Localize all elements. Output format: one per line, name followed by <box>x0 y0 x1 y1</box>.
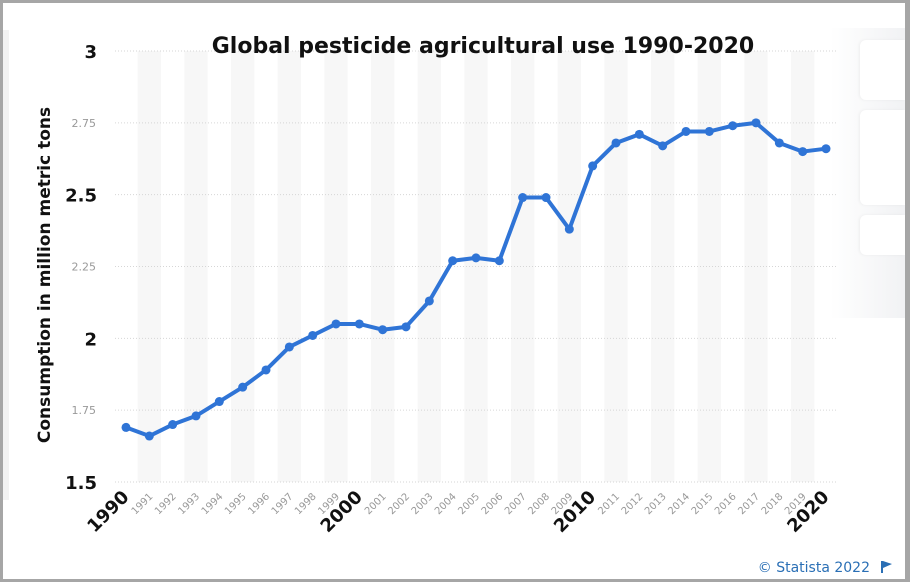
column-band <box>744 51 768 482</box>
column-band <box>324 51 348 482</box>
chart-title: Global pesticide agricultural use 1990-2… <box>212 34 754 59</box>
x-tick-label: 1993 <box>176 491 202 517</box>
column-band <box>231 51 255 482</box>
x-tick-label: 2018 <box>760 491 786 517</box>
x-tick-label: 1990 <box>83 487 133 537</box>
y-tick-label: 1.75 <box>72 404 97 417</box>
column-band <box>651 51 675 482</box>
y-tick-label: 1.5 <box>65 473 97 494</box>
data-point-1996[interactable] <box>261 365 271 375</box>
data-point-2015[interactable] <box>704 126 714 136</box>
data-point-2016[interactable] <box>728 121 738 131</box>
data-point-1990[interactable] <box>121 422 131 432</box>
data-point-2018[interactable] <box>774 138 784 148</box>
data-point-2013[interactable] <box>658 141 668 151</box>
data-point-1992[interactable] <box>168 420 178 430</box>
data-point-2003[interactable] <box>424 296 434 306</box>
flag-icon[interactable] <box>881 561 892 573</box>
data-point-2009[interactable] <box>564 224 574 234</box>
x-tick-label: 1997 <box>270 491 296 517</box>
data-point-2007[interactable] <box>518 193 528 203</box>
column-band <box>557 51 581 482</box>
data-point-1997[interactable] <box>284 342 294 352</box>
data-point-1991[interactable] <box>144 431 154 441</box>
y-tick-label: 3 <box>84 42 97 63</box>
x-tick-label: 1995 <box>223 491 249 517</box>
gridlines <box>115 50 838 483</box>
x-tick-label: 2014 <box>666 491 692 517</box>
sidebar-card <box>860 215 905 255</box>
data-point-2014[interactable] <box>681 126 691 136</box>
y-axis-label: Consumption in million metric tons <box>35 107 55 443</box>
data-point-2001[interactable] <box>378 325 388 335</box>
x-tick-label: 2016 <box>713 491 739 517</box>
data-point-2002[interactable] <box>401 322 411 332</box>
x-tick-label: 2013 <box>643 491 669 517</box>
data-point-1995[interactable] <box>238 382 248 392</box>
x-tick-label: 2006 <box>480 491 506 517</box>
column-band <box>417 51 441 482</box>
x-tick-label: 2008 <box>526 491 552 517</box>
data-point-2004[interactable] <box>448 256 458 266</box>
data-point-2020[interactable] <box>821 144 831 154</box>
left-edge-strip <box>3 30 9 500</box>
data-point-2012[interactable] <box>634 129 644 139</box>
data-point-2008[interactable] <box>541 193 551 203</box>
x-tick-label: 2001 <box>363 491 389 517</box>
y-tick-labels: 1.5 1.75 2 2.25 2.5 2.75 3 <box>65 42 97 494</box>
x-tick-label: 1994 <box>200 491 226 517</box>
data-point-1993[interactable] <box>191 411 201 421</box>
x-tick-label: 2007 <box>503 491 529 517</box>
statista-credit[interactable]: © Statista 2022 <box>757 560 870 576</box>
y-tick-label: 2 <box>84 329 97 350</box>
data-point-2000[interactable] <box>354 319 364 329</box>
x-tick-label: 2012 <box>620 491 646 517</box>
series-consumption <box>121 118 831 441</box>
sidebar-card <box>860 110 905 205</box>
y-tick-label: 2.5 <box>65 186 97 207</box>
x-tick-label: 1991 <box>130 491 156 517</box>
y-tick-label: 2.75 <box>72 117 97 130</box>
x-tick-label: 2005 <box>456 491 482 517</box>
x-tick-label: 2004 <box>433 491 459 517</box>
data-point-1994[interactable] <box>214 397 224 407</box>
data-point-2019[interactable] <box>798 147 808 157</box>
data-point-2005[interactable] <box>471 253 481 263</box>
x-tick-label: 1998 <box>293 491 319 517</box>
x-tick-label: 1996 <box>246 491 272 517</box>
y-tick-label: 2.25 <box>72 261 97 274</box>
x-tick-label: 2017 <box>736 491 762 517</box>
column-band <box>511 51 535 482</box>
data-point-2017[interactable] <box>751 118 761 128</box>
x-tick-labels: 1990199119921993199419951996199719981999… <box>83 487 833 537</box>
column-band <box>137 51 161 482</box>
data-point-2010[interactable] <box>588 161 598 171</box>
x-tick-label: 2015 <box>690 491 716 517</box>
x-tick-label: 2002 <box>386 491 412 517</box>
x-tick-label: 1992 <box>153 491 179 517</box>
sidebar-card <box>860 40 905 100</box>
data-point-1999[interactable] <box>331 319 341 329</box>
x-tick-label: 2011 <box>596 491 622 517</box>
data-point-1998[interactable] <box>308 330 318 340</box>
data-point-2011[interactable] <box>611 138 621 148</box>
data-point-2006[interactable] <box>494 256 504 266</box>
x-tick-label: 2003 <box>410 491 436 517</box>
